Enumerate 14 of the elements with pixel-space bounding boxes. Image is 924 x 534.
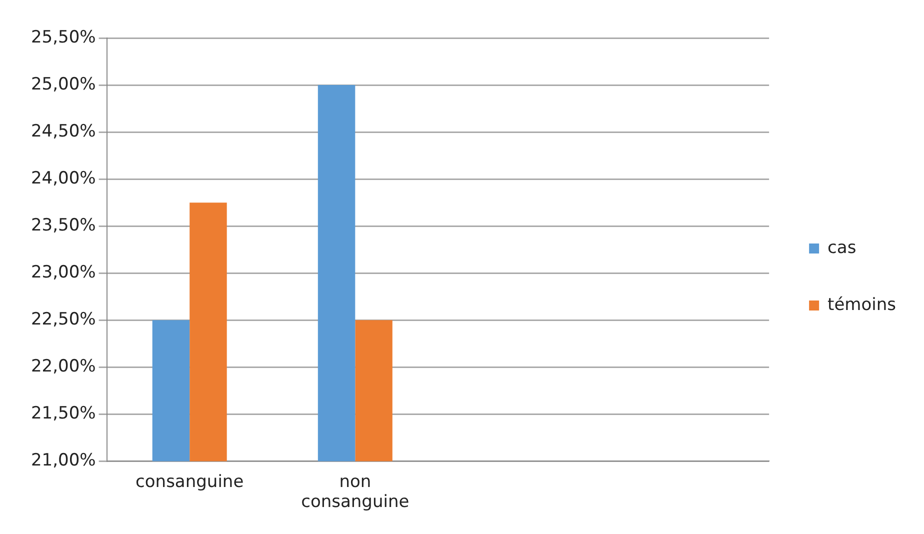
- y-tick-label: 21,50%: [30, 404, 96, 424]
- x-tick-label: non consanguine: [301, 472, 410, 512]
- y-tick-label: 22,50%: [30, 310, 96, 330]
- y-tick-label: 25,00%: [30, 74, 96, 94]
- legend-label: cas: [828, 238, 856, 258]
- legend-label: témoins: [828, 294, 896, 315]
- x-tick-label: consanguine: [136, 472, 244, 492]
- y-tick-label: 23,50%: [30, 216, 96, 236]
- y-tick-label: 25,50%: [30, 27, 96, 48]
- y-tick-label: 24,50%: [30, 121, 96, 142]
- y-tick-label: 23,00%: [30, 262, 96, 283]
- y-tick-label: 24,00%: [30, 168, 96, 188]
- y-tick-label: 21,00%: [30, 450, 96, 471]
- y-tick-label: 22,00%: [30, 356, 96, 377]
